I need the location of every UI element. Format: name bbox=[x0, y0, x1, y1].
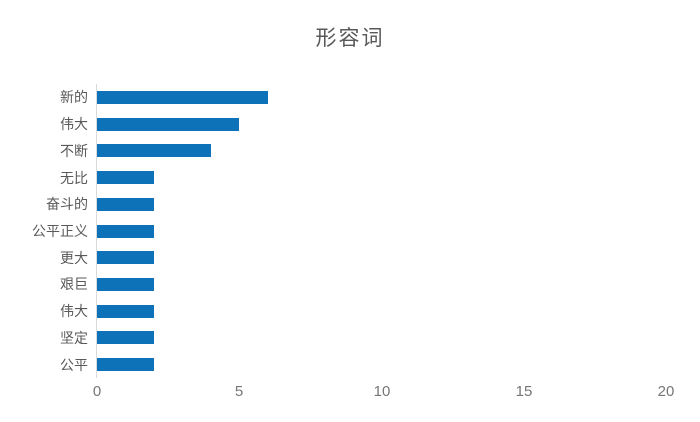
category-label: 不断 bbox=[60, 143, 88, 159]
bar-公平 bbox=[97, 358, 154, 371]
bar-新的 bbox=[97, 91, 268, 104]
category-label: 公平 bbox=[60, 357, 88, 373]
category-label: 公平正义 bbox=[32, 223, 88, 239]
category-label: 更大 bbox=[60, 250, 88, 266]
bar-公平正义 bbox=[97, 225, 154, 238]
x-tick-label: 15 bbox=[515, 383, 533, 400]
bar-不断 bbox=[97, 144, 211, 157]
category-label: 艰巨 bbox=[60, 276, 88, 292]
y-axis-line bbox=[96, 84, 97, 378]
category-label: 伟大 bbox=[60, 116, 88, 132]
bar-更大 bbox=[97, 251, 154, 264]
x-tick-label: 5 bbox=[234, 383, 244, 400]
category-label: 伟大 bbox=[60, 303, 88, 319]
x-tick-label: 10 bbox=[373, 383, 391, 400]
bar-无比 bbox=[97, 171, 154, 184]
bar-奋斗的 bbox=[97, 198, 154, 211]
bar-坚定 bbox=[97, 331, 154, 344]
bar-艰巨 bbox=[97, 278, 154, 291]
chart-title: 形容词 bbox=[315, 27, 385, 50]
bar-伟大 bbox=[97, 305, 154, 318]
category-label: 坚定 bbox=[60, 330, 88, 346]
x-tick-label: 20 bbox=[657, 383, 675, 400]
x-tick-label: 0 bbox=[92, 383, 102, 400]
category-label: 新的 bbox=[60, 89, 88, 105]
category-label: 奋斗的 bbox=[46, 196, 88, 212]
bar-伟大 bbox=[97, 118, 239, 131]
category-label: 无比 bbox=[60, 170, 88, 186]
